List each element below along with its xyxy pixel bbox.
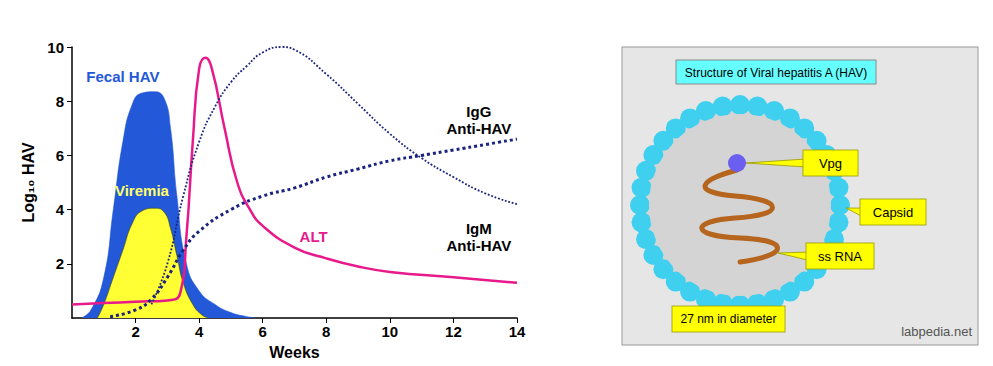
svg-text:Fecal HAV: Fecal HAV [86,68,159,85]
svg-text:labpedia.net: labpedia.net [901,324,972,339]
svg-text:Weeks: Weeks [269,344,320,361]
svg-text:Anti-HAV: Anti-HAV [446,237,511,254]
svg-text:Viremia: Viremia [115,182,170,199]
svg-text:2: 2 [131,323,139,340]
svg-text:4: 4 [56,201,65,218]
svg-text:10: 10 [47,39,64,56]
svg-text:Capsid: Capsid [873,205,913,220]
svg-text:10: 10 [382,323,399,340]
svg-text:12: 12 [445,323,462,340]
svg-text:6: 6 [56,147,64,164]
svg-text:27 nm in diameter: 27 nm in diameter [680,312,776,326]
svg-text:Structure of Viral hepatitis A: Structure of Viral hepatitis A (HAV) [685,66,867,80]
svg-text:Anti-HAV: Anti-HAV [446,120,511,137]
svg-text:IgM: IgM [466,220,492,237]
svg-text:8: 8 [56,93,64,110]
svg-text:ss RNA: ss RNA [818,249,862,264]
svg-text:4: 4 [195,323,204,340]
svg-text:ALT: ALT [300,228,328,245]
svg-text:2: 2 [56,255,64,272]
svg-text:Log₁₀ HAV: Log₁₀ HAV [20,142,37,223]
svg-text:14: 14 [509,323,526,340]
svg-text:IgG: IgG [466,103,491,120]
svg-text:8: 8 [322,323,330,340]
svg-text:Vpg: Vpg [819,156,842,171]
svg-text:6: 6 [259,323,267,340]
